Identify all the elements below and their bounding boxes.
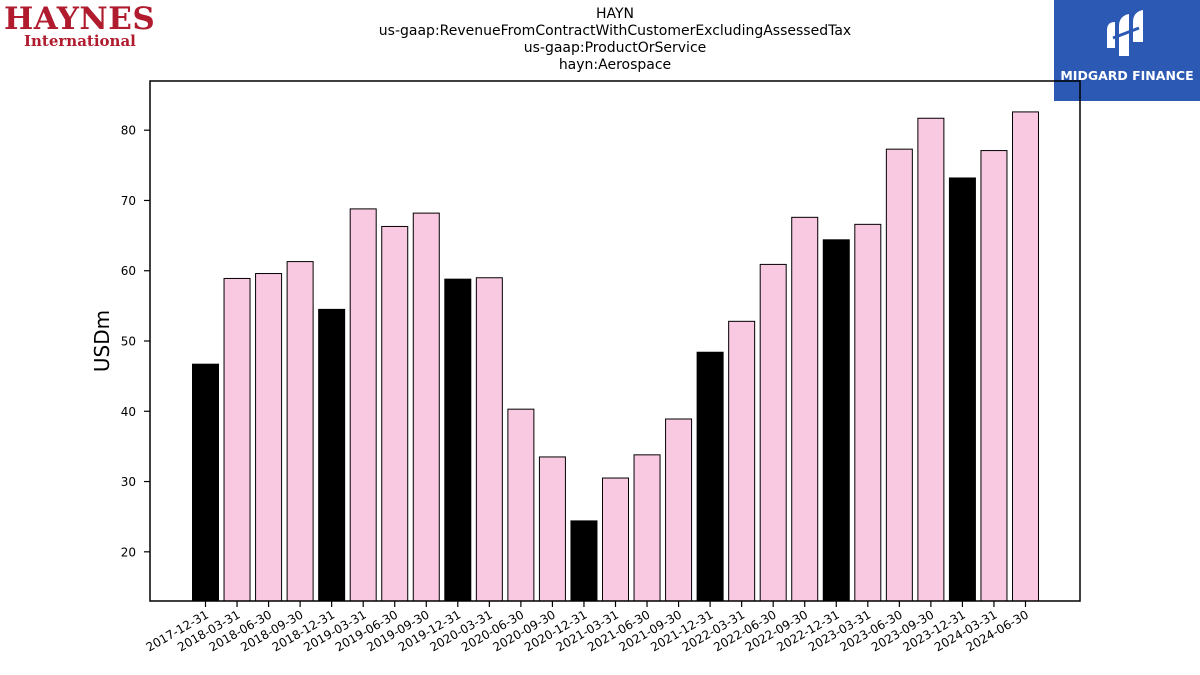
bar-2021-09-30: [665, 418, 693, 602]
bar-2024-06-30: [1012, 111, 1039, 602]
haynes-logo-subtitle: International: [24, 32, 136, 50]
bar-2023-09-30: [917, 117, 945, 602]
y-tick-label-50: 50: [121, 335, 136, 349]
bar-2023-03-31: [854, 223, 882, 602]
title-line-2: us-gaap:RevenueFromContractWithCustomerE…: [378, 23, 852, 39]
bar-2020-03-31: [475, 277, 503, 602]
midgard-emblem-icon: [1107, 10, 1143, 56]
x-axis: 2017-12-312018-03-312018-06-302018-09-30…: [144, 601, 1031, 654]
bar-2023-06-30: [885, 148, 913, 602]
bar-2022-09-30: [791, 216, 819, 602]
bar-2018-06-30: [255, 273, 283, 602]
bar-2019-03-31: [349, 208, 377, 602]
bar-2022-03-31: [728, 320, 756, 602]
bar-2020-06-30: [507, 408, 535, 602]
y-tick-label-60: 60: [121, 264, 136, 278]
midgard-finance-logo: MIDGARD FINANCE: [1054, 0, 1200, 101]
title-line-1: HAYN: [595, 6, 635, 22]
haynes-logo-wordmark: HAYNES: [4, 1, 156, 37]
bar-2018-03-31: [223, 277, 251, 602]
bar-2019-12-31: [444, 278, 472, 602]
bar-2022-06-30: [759, 263, 787, 602]
y-axis-label: USDm: [90, 310, 114, 372]
bar-2017-12-31: [192, 363, 219, 602]
bar-2021-12-31: [696, 351, 724, 602]
bar-2024-03-31: [980, 150, 1008, 602]
bar-2022-12-31: [822, 239, 850, 602]
title-line-3: us-gaap:ProductOrService: [523, 40, 707, 56]
y-tick-label-70: 70: [121, 194, 136, 208]
chart-title: HAYN us-gaap:RevenueFromContractWithCust…: [315, 6, 915, 74]
midgard-brand-text: MIDGARD FINANCE: [1060, 68, 1194, 83]
bar-2018-09-30: [286, 261, 314, 602]
bar-2019-06-30: [381, 225, 409, 602]
y-tick-label-30: 30: [121, 475, 136, 489]
bar-2021-06-30: [633, 454, 661, 602]
bar-2020-12-31: [570, 520, 598, 602]
title-line-4: hayn:Aerospace: [558, 57, 672, 73]
bar-2018-12-31: [318, 308, 346, 602]
y-axis: 20 30 40 50 60 70 80: [121, 124, 150, 559]
bar-2023-12-31: [948, 177, 976, 602]
y-tick-label-20: 20: [121, 545, 136, 559]
bars-group: [192, 111, 1039, 602]
bar-2020-09-30: [538, 456, 566, 602]
y-tick-label-40: 40: [121, 405, 136, 419]
haynes-logo: HAYNES International: [4, 2, 160, 50]
y-tick-label-80: 80: [121, 124, 136, 138]
bar-2021-03-31: [602, 477, 629, 602]
plot-frame: [149, 80, 1081, 602]
bar-2019-09-30: [412, 212, 440, 602]
